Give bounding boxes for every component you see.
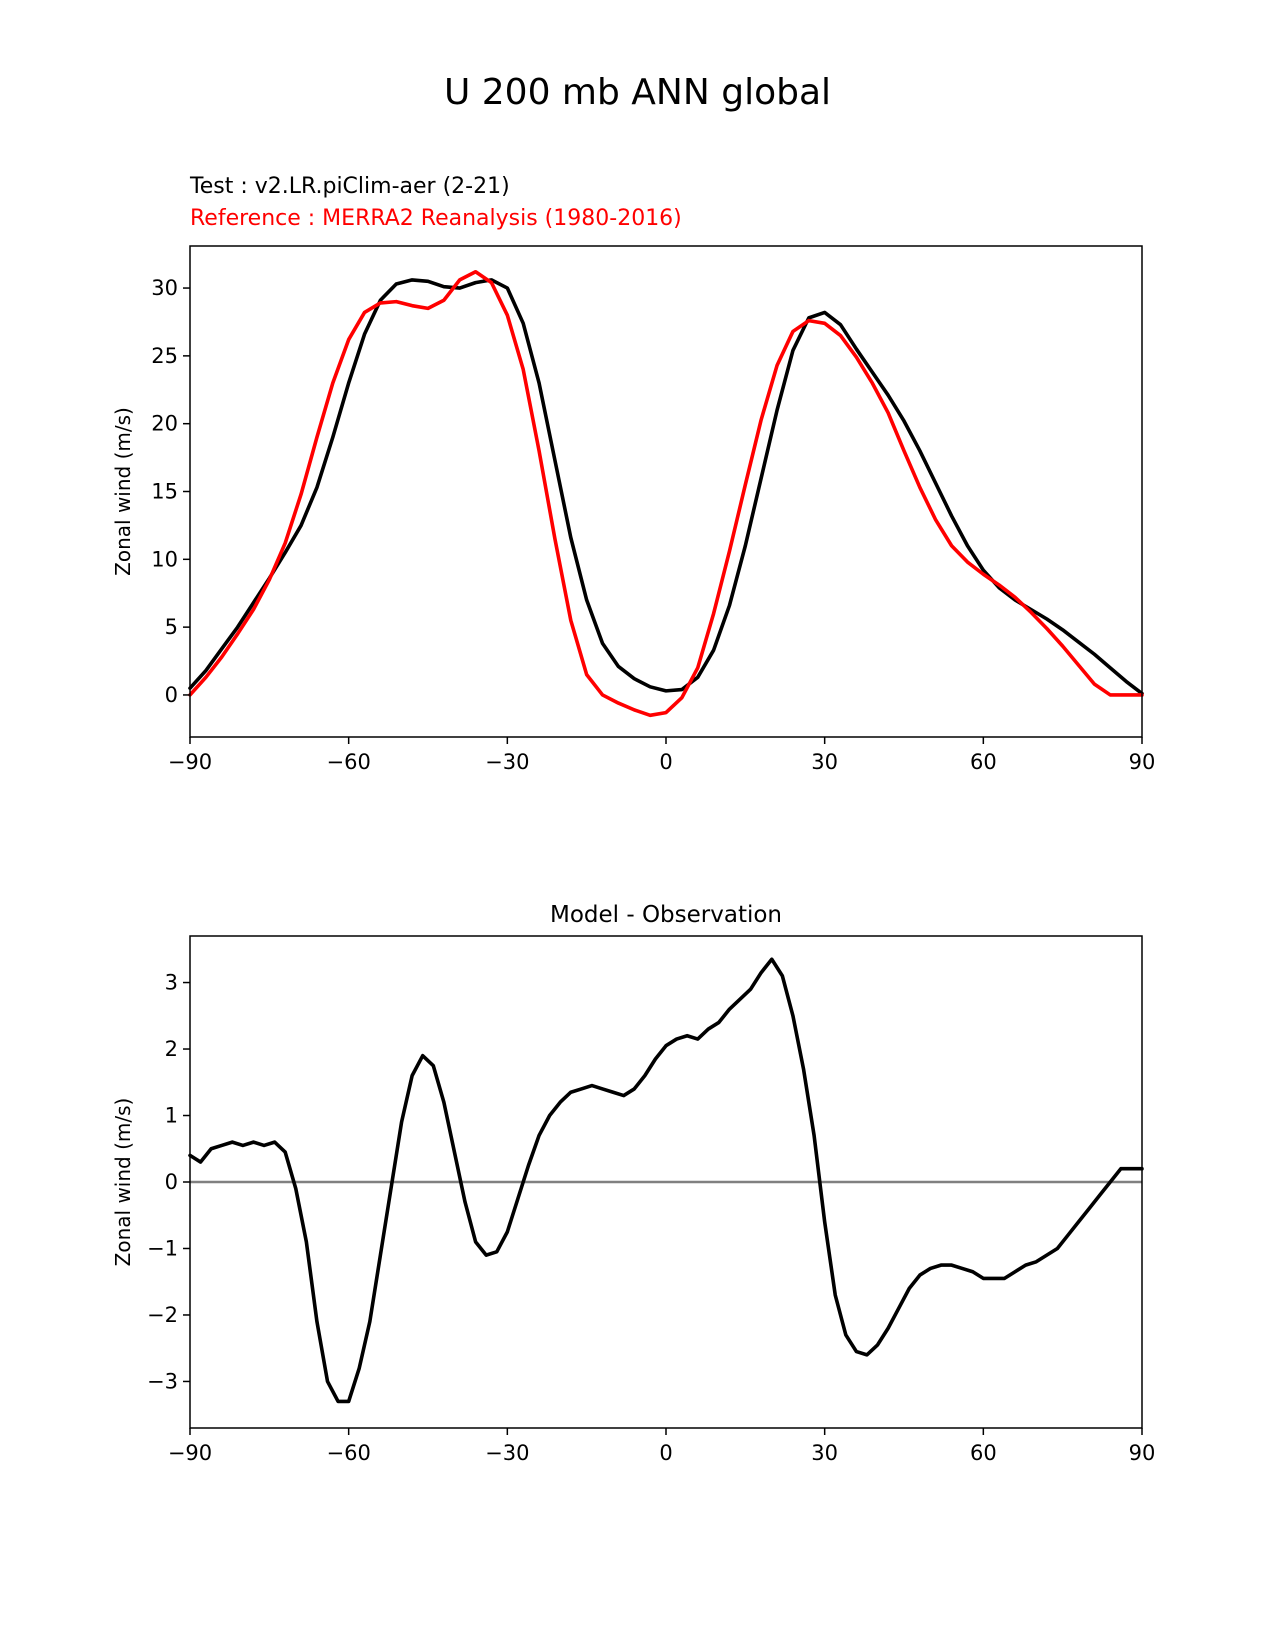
x-tick-label: −30 [485, 750, 529, 774]
y-tick-label: 1 [165, 1104, 178, 1128]
x-tick-label: 0 [659, 1441, 672, 1465]
figure-title: U 200 mb ANN global [443, 72, 832, 113]
x-tick-label: 60 [970, 1441, 997, 1465]
x-tick-label: −60 [327, 1441, 371, 1465]
y-tick-label: −2 [147, 1303, 178, 1327]
x-tick-label: −90 [168, 1441, 212, 1465]
x-tick-label: 0 [659, 750, 672, 774]
y-tick-label: 3 [165, 971, 178, 995]
reference-label: Reference : MERRA2 Reanalysis (1980-2016… [190, 206, 682, 231]
x-tick-label: −30 [485, 1441, 529, 1465]
y-tick-label: 15 [151, 480, 178, 504]
y-tick-label: 0 [165, 683, 178, 707]
y-tick-label: −1 [147, 1236, 178, 1260]
series-line-1-0 [188, 957, 1144, 1404]
y-tick-label: 5 [165, 615, 178, 639]
top-chart: −90 −60 −30 0 30 60 90 0 5 10 15 20 25 30 Zonal wind (… [111, 245, 1156, 774]
x-tick-label: −60 [327, 750, 371, 774]
x-tick-label: 90 [1129, 1441, 1156, 1465]
y-tick-label: 25 [151, 344, 178, 368]
y-tick-label: 2 [165, 1037, 178, 1061]
y-tick-label: 10 [151, 547, 178, 571]
x-tick-label: 30 [811, 750, 838, 774]
series-line-0-0 [188, 278, 1144, 696]
y-tick-label: −3 [147, 1369, 178, 1393]
x-tick-label: 60 [970, 750, 997, 774]
subplot-title: Model - Observation [550, 902, 782, 928]
y-tick-label: 30 [151, 276, 178, 300]
y-axis-label: Zonal wind (m/s) [111, 1098, 135, 1267]
x-tick-label: 30 [811, 1441, 838, 1465]
test-label: Test : v2.LR.piClim-aer (2-21) [190, 174, 510, 199]
series-line-0-1 [188, 269, 1144, 718]
y-tick-label: 0 [165, 1170, 178, 1194]
x-tick-label: 90 [1129, 750, 1156, 774]
y-axis-label: Zonal wind (m/s) [111, 407, 135, 576]
x-tick-label: −90 [168, 750, 212, 774]
y-tick-label: 20 [151, 412, 178, 436]
